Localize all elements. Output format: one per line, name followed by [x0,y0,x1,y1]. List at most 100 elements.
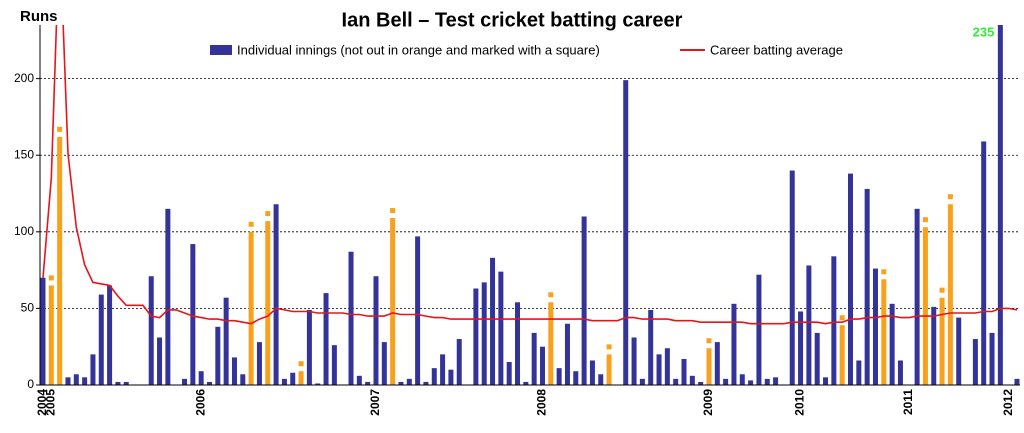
bar [390,218,396,385]
bar [40,277,46,385]
x-tick-label: 2007 [368,389,382,416]
y-tick-label: 50 [21,301,35,315]
bar [456,339,462,385]
bar [265,221,271,385]
bar [323,293,329,385]
x-tick-label: 2011 [901,389,915,415]
bar [947,204,953,385]
bar [648,309,654,385]
bar [98,294,104,385]
bar [440,354,446,385]
bar [481,282,487,385]
bar [606,354,612,385]
bar [714,342,720,385]
x-tick-label: 2004 [35,389,49,416]
bar [573,371,579,385]
bar [556,368,562,385]
bar [881,279,887,385]
bar [773,377,779,385]
bar [515,302,521,385]
bar [814,332,820,385]
bar [589,360,595,385]
bar [415,236,421,385]
y-axis-title: Runs [20,8,58,25]
bar [223,297,229,385]
bar [864,188,870,385]
bar [248,231,254,385]
bar [914,208,920,385]
bar [939,297,945,385]
bar [256,342,262,385]
bar [473,288,479,385]
bar [798,311,804,385]
bar [989,332,995,385]
bar [598,374,604,385]
not-out-marker [706,338,712,344]
bar [848,173,854,385]
x-tick-label: 2009 [701,389,715,416]
legend: Individual innings (not out in orange an… [210,42,843,57]
bar [123,381,129,385]
bar [365,381,371,385]
bar [231,357,237,385]
bar [398,381,404,385]
bar [839,325,845,385]
bar [548,302,554,385]
bar [706,348,712,385]
bars: 235 [40,24,1020,386]
not-out-marker [57,126,63,132]
not-out-marker [881,269,887,275]
bar [623,80,629,386]
bar [82,377,88,385]
bar [731,303,737,385]
bar [315,383,321,385]
bar [290,372,296,385]
bar [756,274,762,385]
x-tick-label: 2005 [43,389,57,416]
bar [431,368,437,385]
bar [356,375,362,385]
legend-swatch [210,45,232,55]
bar [564,323,570,385]
bar [872,268,878,385]
bar [972,339,978,385]
bar [681,358,687,385]
not-out-marker [48,275,54,281]
bar [331,345,337,385]
bar [631,337,637,385]
bar [190,244,196,385]
bar [739,374,745,385]
bar [531,332,537,385]
bar [182,378,188,385]
not-out-marker [947,194,953,200]
bar [723,378,729,385]
data-label: 235 [973,24,995,39]
bar [490,257,496,385]
bar [698,381,704,385]
bar [215,326,221,385]
bar [664,348,670,385]
grid: 0 50 100 150 200 [14,71,1020,391]
not-out-marker [548,292,554,298]
y-tick-label: 200 [14,71,34,85]
bar [373,276,379,385]
bar [931,306,937,385]
bar [823,377,829,385]
not-out-marker [265,211,271,217]
bar [90,354,96,385]
line [42,25,1018,325]
not-out-marker [939,287,945,293]
not-out-marker [922,217,928,223]
bar [673,378,679,385]
bar [148,276,154,385]
bar [240,374,246,385]
bar [423,381,429,385]
bar [165,208,171,385]
bar [922,227,928,385]
bar [281,378,287,385]
x-tick-label: 2006 [193,389,207,416]
bar [206,381,212,385]
bar [523,381,529,385]
